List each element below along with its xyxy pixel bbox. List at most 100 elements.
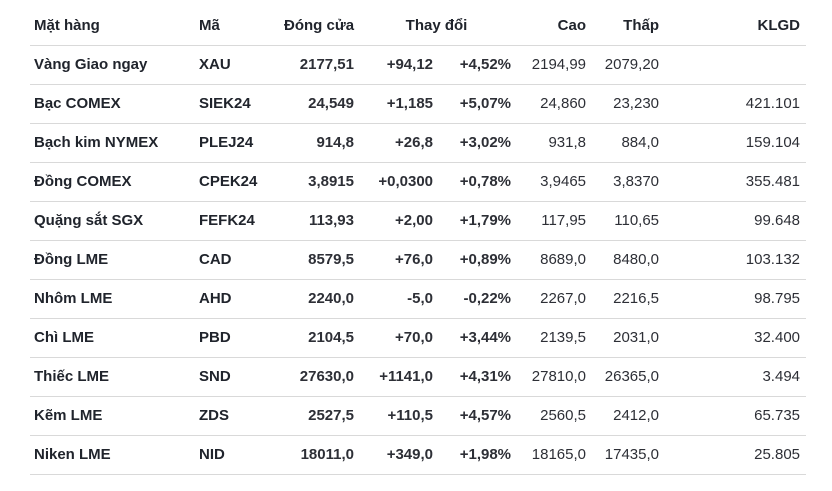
table-row: Bạc COMEX SIEK24 24,549 +1,185 +5,07% 24… bbox=[30, 84, 807, 124]
high-price: 27810,0 bbox=[515, 357, 591, 397]
commodity-name: Quặng sắt SGX bbox=[30, 201, 195, 241]
high-price: 3,9465 bbox=[515, 162, 591, 202]
low-price: 26365,0 bbox=[590, 357, 664, 397]
commodity-code: XAU bbox=[195, 45, 280, 85]
change-value: +349,0 bbox=[358, 435, 437, 475]
commodity-code: NID bbox=[195, 435, 280, 475]
header-close: Đóng cửa bbox=[280, 6, 358, 46]
table-row: Bạch kim NYMEX PLEJ24 914,8 +26,8 +3,02%… bbox=[30, 123, 807, 163]
table-row: Niken LME NID 18011,0 +349,0 +1,98% 1816… bbox=[30, 435, 807, 475]
commodity-code: PBD bbox=[195, 318, 280, 358]
table-header-row: Mặt hàng Mã Đóng cửa Thay đổi Cao Thấp K… bbox=[30, 6, 807, 46]
volume: 32.400 bbox=[663, 318, 807, 358]
change-percent: +0,78% bbox=[437, 162, 516, 202]
header-high: Cao bbox=[515, 6, 591, 46]
low-price: 110,65 bbox=[590, 201, 664, 241]
change-value: +70,0 bbox=[358, 318, 437, 358]
close-price: 18011,0 bbox=[280, 435, 358, 475]
commodity-code: AHD bbox=[195, 279, 280, 319]
change-value: +94,12 bbox=[358, 45, 437, 85]
change-value: +0,0300 bbox=[358, 162, 437, 202]
commodity-name: Nhôm LME bbox=[30, 279, 195, 319]
close-price: 914,8 bbox=[280, 123, 358, 163]
close-price: 2240,0 bbox=[280, 279, 358, 319]
high-price: 2560,5 bbox=[515, 396, 591, 436]
commodity-code: ZDS bbox=[195, 396, 280, 436]
volume: 3.494 bbox=[663, 357, 807, 397]
header-volume: KLGD bbox=[663, 6, 807, 46]
close-price: 2177,51 bbox=[280, 45, 358, 85]
table-row: Vàng Giao ngay XAU 2177,51 +94,12 +4,52%… bbox=[30, 45, 807, 85]
volume: 421.101 bbox=[663, 84, 807, 124]
close-price: 2527,5 bbox=[280, 396, 358, 436]
low-price: 2079,20 bbox=[590, 45, 664, 85]
close-price: 27630,0 bbox=[280, 357, 358, 397]
low-price: 2412,0 bbox=[590, 396, 664, 436]
close-price: 24,549 bbox=[280, 84, 358, 124]
table-row: Thiếc LME SND 27630,0 +1141,0 +4,31% 278… bbox=[30, 357, 807, 397]
change-percent: +1,98% bbox=[437, 435, 516, 475]
volume: 98.795 bbox=[663, 279, 807, 319]
low-price: 2216,5 bbox=[590, 279, 664, 319]
low-price: 8480,0 bbox=[590, 240, 664, 280]
change-percent: -0,22% bbox=[437, 279, 516, 319]
commodity-code: CPEK24 bbox=[195, 162, 280, 202]
commodity-code: SIEK24 bbox=[195, 84, 280, 124]
commodity-name: Chì LME bbox=[30, 318, 195, 358]
change-value: +26,8 bbox=[358, 123, 437, 163]
commodity-name: Đồng COMEX bbox=[30, 162, 195, 202]
table-body: Vàng Giao ngay XAU 2177,51 +94,12 +4,52%… bbox=[30, 45, 807, 475]
change-percent: +4,31% bbox=[437, 357, 516, 397]
high-price: 2139,5 bbox=[515, 318, 591, 358]
table-row: Đồng COMEX CPEK24 3,8915 +0,0300 +0,78% … bbox=[30, 162, 807, 202]
commodity-name: Thiếc LME bbox=[30, 357, 195, 397]
volume: 65.735 bbox=[663, 396, 807, 436]
volume: 25.805 bbox=[663, 435, 807, 475]
header-change: Thay đổi bbox=[358, 6, 516, 46]
commodity-name: Đồng LME bbox=[30, 240, 195, 280]
commodity-name: Niken LME bbox=[30, 435, 195, 475]
volume: 99.648 bbox=[663, 201, 807, 241]
volume: 355.481 bbox=[663, 162, 807, 202]
change-value: +2,00 bbox=[358, 201, 437, 241]
commodity-code: SND bbox=[195, 357, 280, 397]
volume: 159.104 bbox=[663, 123, 807, 163]
commodity-code: PLEJ24 bbox=[195, 123, 280, 163]
header-low: Thấp bbox=[590, 6, 664, 46]
low-price: 2031,0 bbox=[590, 318, 664, 358]
table-row: Kẽm LME ZDS 2527,5 +110,5 +4,57% 2560,5 … bbox=[30, 396, 807, 436]
low-price: 17435,0 bbox=[590, 435, 664, 475]
commodity-price-table: Mặt hàng Mã Đóng cửa Thay đổi Cao Thấp K… bbox=[30, 6, 807, 475]
header-code: Mã bbox=[195, 6, 280, 46]
low-price: 3,8370 bbox=[590, 162, 664, 202]
commodity-name: Bạc COMEX bbox=[30, 84, 195, 124]
table-row: Chì LME PBD 2104,5 +70,0 +3,44% 2139,5 2… bbox=[30, 318, 807, 358]
change-value: -5,0 bbox=[358, 279, 437, 319]
change-percent: +0,89% bbox=[437, 240, 516, 280]
table-row: Quặng sắt SGX FEFK24 113,93 +2,00 +1,79%… bbox=[30, 201, 807, 241]
change-percent: +4,52% bbox=[437, 45, 516, 85]
change-value: +76,0 bbox=[358, 240, 437, 280]
commodity-name: Bạch kim NYMEX bbox=[30, 123, 195, 163]
high-price: 117,95 bbox=[515, 201, 591, 241]
high-price: 2267,0 bbox=[515, 279, 591, 319]
change-percent: +3,44% bbox=[437, 318, 516, 358]
high-price: 24,860 bbox=[515, 84, 591, 124]
high-price: 8689,0 bbox=[515, 240, 591, 280]
low-price: 884,0 bbox=[590, 123, 664, 163]
close-price: 113,93 bbox=[280, 201, 358, 241]
close-price: 8579,5 bbox=[280, 240, 358, 280]
commodity-code: FEFK24 bbox=[195, 201, 280, 241]
volume: 103.132 bbox=[663, 240, 807, 280]
header-product: Mặt hàng bbox=[30, 6, 195, 46]
change-percent: +3,02% bbox=[437, 123, 516, 163]
close-price: 2104,5 bbox=[280, 318, 358, 358]
change-percent: +1,79% bbox=[437, 201, 516, 241]
change-percent: +4,57% bbox=[437, 396, 516, 436]
close-price: 3,8915 bbox=[280, 162, 358, 202]
table-row: Nhôm LME AHD 2240,0 -5,0 -0,22% 2267,0 2… bbox=[30, 279, 807, 319]
commodity-price-page: Mặt hàng Mã Đóng cửa Thay đổi Cao Thấp K… bbox=[30, 6, 807, 475]
change-percent: +5,07% bbox=[437, 84, 516, 124]
change-value: +1,185 bbox=[358, 84, 437, 124]
commodity-name: Vàng Giao ngay bbox=[30, 45, 195, 85]
